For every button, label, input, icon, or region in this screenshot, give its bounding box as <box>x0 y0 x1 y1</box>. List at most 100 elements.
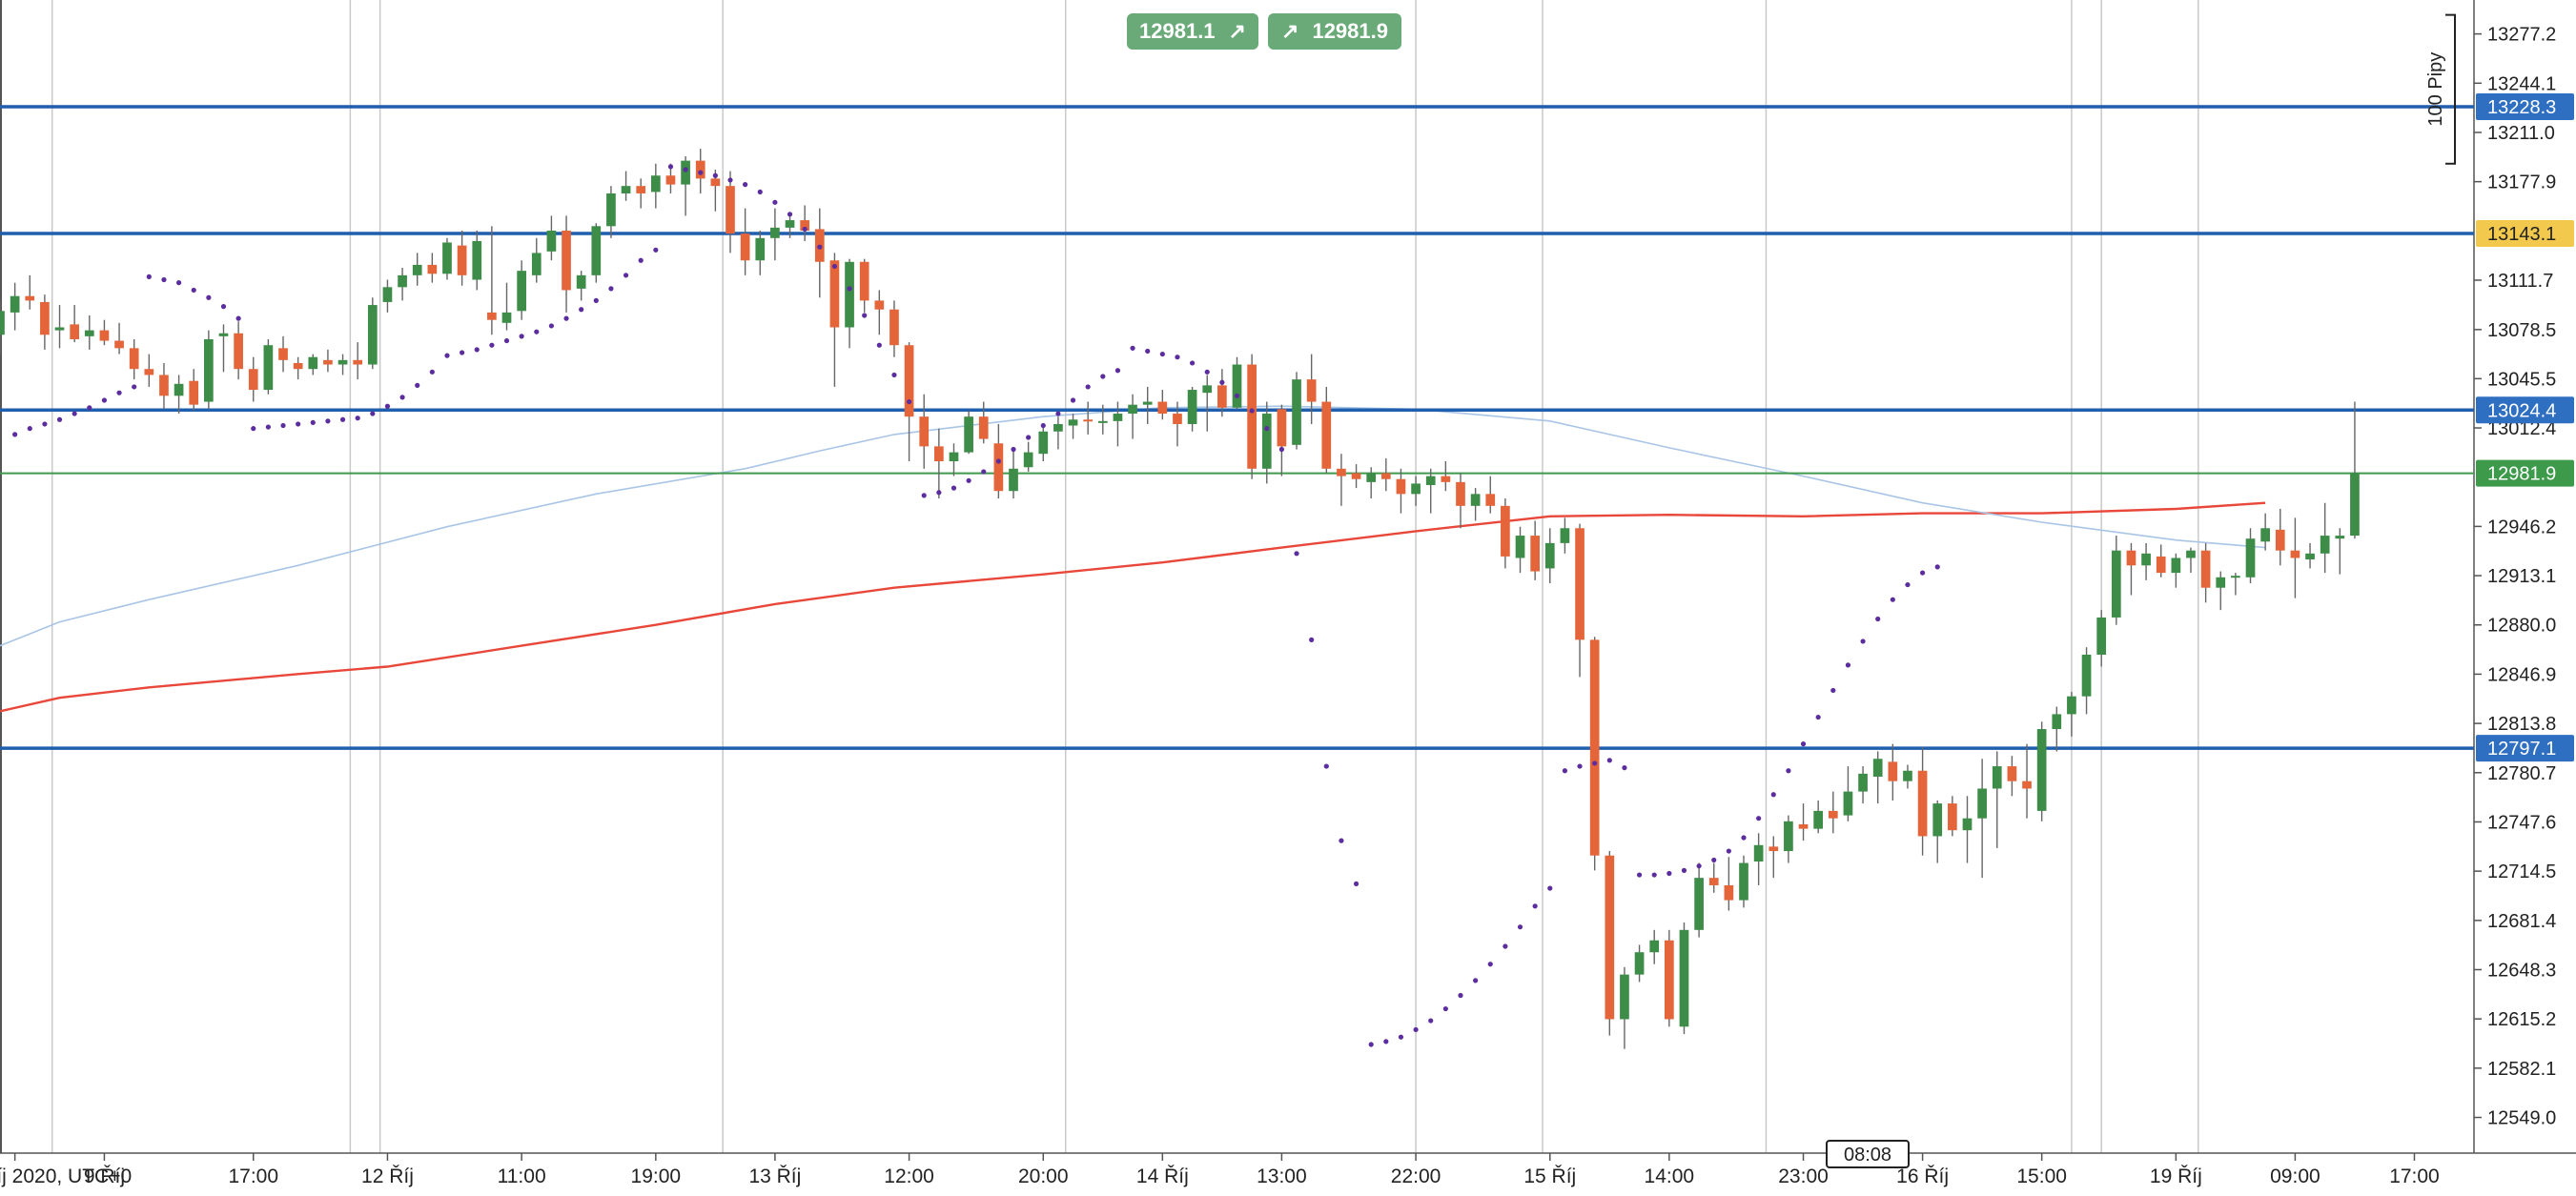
candle-body <box>2260 528 2270 542</box>
sar-dot <box>534 329 540 334</box>
candle-body <box>2231 576 2240 578</box>
level-tag <box>2476 219 2574 247</box>
x-tick-label: 14:00 <box>1645 1166 1695 1187</box>
candle <box>234 321 243 380</box>
x-tick-label: 15:00 <box>2016 1166 2067 1187</box>
y-tick-label: 13045.5 <box>2487 369 2556 390</box>
candle <box>1828 791 1838 834</box>
candle-body <box>129 348 139 370</box>
sar-dot <box>1517 924 1523 930</box>
sar-dot <box>608 286 614 292</box>
level-tag <box>2476 92 2574 120</box>
sar-dot <box>623 273 629 278</box>
candle-body <box>472 240 482 280</box>
pips-ruler-label: 100 Pipy <box>2425 52 2446 127</box>
sar-dot <box>415 382 420 388</box>
sar-dot <box>951 485 957 491</box>
sar-dot <box>444 353 450 358</box>
sar-dot <box>116 390 122 395</box>
candle-body <box>919 416 930 447</box>
candle-body <box>1470 494 1481 506</box>
candle-body <box>0 311 5 335</box>
candle <box>636 178 646 209</box>
time-axis-ticks: 8 Říj 2020, UTC+09 Říj 17:00 12 Říj 11:00 19… <box>0 1153 2440 1187</box>
candle-body <box>353 359 363 365</box>
candle <box>1053 416 1063 450</box>
candle-body <box>1828 810 1838 819</box>
buy-price-button[interactable]: ↗ 12981.9 <box>1268 13 1401 50</box>
candle-body <box>337 359 348 365</box>
candle <box>2290 517 2300 598</box>
y-tick-label: 13211.0 <box>2487 123 2555 144</box>
sar-dot <box>638 257 644 263</box>
candle-body <box>2290 550 2300 558</box>
sar-dot <box>1294 551 1299 557</box>
sar-dot <box>1562 768 1568 774</box>
sar-dot <box>593 297 599 303</box>
sar-dot <box>460 350 465 355</box>
candle-body <box>442 242 452 274</box>
sar-dot <box>235 315 241 321</box>
sar-dot <box>802 226 808 233</box>
candle <box>2081 647 2092 715</box>
candle-body <box>2245 538 2256 578</box>
candle <box>845 258 854 349</box>
candle-body <box>1917 770 1928 837</box>
candle <box>1575 523 1584 678</box>
level-tag-label: 13024.4 <box>2487 400 2556 421</box>
x-tick-label: 12:00 <box>884 1166 934 1187</box>
x-tick-label: 17:00 <box>228 1166 278 1187</box>
candle <box>1544 528 1555 584</box>
candle-body <box>2067 696 2076 715</box>
sar-dot <box>1919 570 1926 576</box>
vertical-gridlines <box>51 0 2199 1153</box>
candle-body <box>144 369 154 375</box>
candle-body <box>293 362 303 370</box>
candle <box>2052 706 2062 752</box>
sar-dot <box>936 490 942 496</box>
y-tick-label: 12648.3 <box>2487 960 2556 981</box>
candle-body <box>2320 536 2330 554</box>
candle <box>1813 800 1824 834</box>
candle-body <box>1485 494 1496 506</box>
y-tick-label: 12813.8 <box>2487 714 2556 735</box>
candle <box>1425 468 1436 514</box>
candle <box>1097 404 1108 435</box>
candle <box>1009 449 1018 499</box>
candle-body <box>412 264 422 275</box>
sar-dot <box>1398 1034 1404 1040</box>
y-tick-label: 12582.1 <box>2487 1059 2556 1080</box>
candle-body <box>1306 379 1317 402</box>
time-axis-panel <box>0 1153 2576 1191</box>
candle <box>576 271 586 301</box>
candle <box>2320 502 2330 574</box>
candle <box>442 237 452 280</box>
candle-body <box>99 330 110 341</box>
candle-body <box>114 340 124 349</box>
candle <box>1888 743 1898 801</box>
x-tick-label: 22:00 <box>1391 1166 1441 1187</box>
candle-body <box>993 443 1004 492</box>
candle-body <box>621 186 631 193</box>
x-tick-label: 20:00 <box>1018 1166 1069 1187</box>
sar-dot <box>698 170 704 175</box>
candle <box>1679 922 1689 1035</box>
candle-body <box>1768 846 1779 852</box>
sar-dot <box>132 384 137 390</box>
candle <box>2096 610 2107 667</box>
candle <box>829 253 840 387</box>
candle <box>1620 966 1629 1049</box>
candle-body <box>1753 844 1764 862</box>
sell-price-button[interactable]: 12981.1 ↗ <box>1127 13 1258 50</box>
candle <box>1366 467 1377 499</box>
candle <box>1292 372 1301 450</box>
candle-body <box>755 237 766 261</box>
candle-body <box>531 253 542 275</box>
candle-body <box>70 324 80 339</box>
candle <box>1411 476 1421 506</box>
candle <box>114 322 124 355</box>
candle-body <box>1337 468 1346 476</box>
candle <box>1768 836 1779 879</box>
